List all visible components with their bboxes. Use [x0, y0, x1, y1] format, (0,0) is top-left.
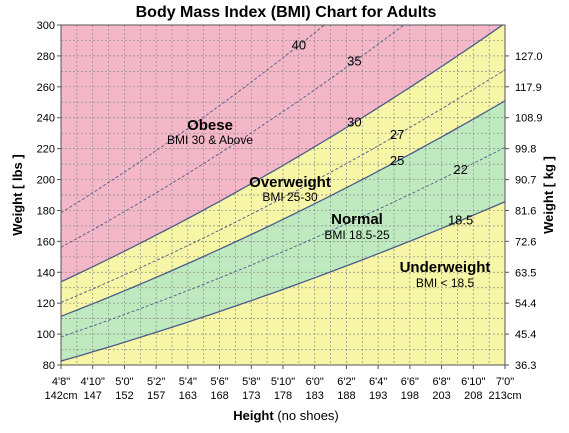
x-tick-label-cm: 193 — [369, 390, 387, 402]
zone-name-underweight: Underweight — [400, 259, 491, 276]
series-label-22: 22 — [453, 162, 467, 177]
bmi-line-35 — [61, 25, 405, 248]
x-axis-title-note: (no shoes) — [277, 408, 338, 423]
zone-desc-obese: BMI 30 & Above — [167, 133, 253, 147]
y-axis-lbs: 80 100 120 140 160 180 200 220 240 260 280 300 — [37, 20, 61, 372]
x-tick-label-feet: 7'0" — [496, 376, 514, 388]
x-axis-title: Height (no shoes) — [233, 408, 339, 423]
x-tick-label-cm: 188 — [337, 390, 355, 402]
bmi-line-40 — [61, 25, 326, 214]
y-tick-label-kg: 81.6 — [515, 205, 536, 217]
y-tick-label-lbs: 180 — [37, 205, 55, 217]
x-tick-label-feet: 5'8" — [242, 376, 260, 388]
x-tick-label-feet: 5'0" — [115, 376, 133, 388]
x-tick-label-feet: 5'4" — [179, 376, 197, 388]
y-tick-label-lbs: 120 — [37, 298, 55, 310]
bmi-line-27 — [61, 69, 505, 303]
x-tick-label-cm: 163 — [179, 390, 197, 402]
y-axis-title-lbs: Weight [ lbs ] — [10, 154, 25, 235]
y-tick-label-kg: 99.8 — [515, 144, 536, 156]
y-axis-title-kg: Weight [ kg ] — [541, 156, 556, 234]
x-tick-label-feet: 6'0" — [306, 376, 324, 388]
x-tick-label-cm: 173 — [242, 390, 260, 402]
x-tick-label-feet: 4'8" — [52, 376, 70, 388]
y-tick-label-lbs: 200 — [37, 175, 55, 187]
y-tick-label-lbs: 240 — [37, 113, 55, 125]
y-tick-label-lbs: 280 — [37, 51, 55, 63]
y-tick-label-lbs: 140 — [37, 267, 55, 279]
series-label-27: 27 — [390, 127, 404, 142]
x-tick-label-feet: 4'10" — [81, 376, 105, 388]
y-tick-label-lbs: 300 — [37, 20, 55, 32]
y-tick-label-kg: 108.9 — [515, 113, 543, 125]
x-tick-label-feet: 6'8" — [432, 376, 450, 388]
x-tick-label-feet: 6'10" — [461, 376, 485, 388]
series-label-35: 35 — [347, 54, 361, 69]
zone-desc-underweight: BMI < 18.5 — [416, 276, 475, 290]
x-tick-label-cm: 208 — [464, 390, 482, 402]
x-tick-label-feet: 5'10" — [271, 376, 295, 388]
y-tick-label-kg: 72.6 — [515, 236, 536, 248]
x-tick-label-feet: 5'6" — [210, 376, 228, 388]
x-tick-label-cm: 183 — [306, 390, 324, 402]
y-tick-label-lbs: 220 — [37, 144, 55, 156]
y-tick-label-lbs: 160 — [37, 236, 55, 248]
y-axis-kg: 36.3 45.4 54.4 63.5 72.6 81.6 90.7 99.8 108.9 117… — [505, 51, 543, 372]
bmi-line-22 — [61, 146, 505, 338]
series-label-30: 30 — [347, 115, 361, 130]
zone-underweight — [61, 201, 505, 365]
y-tick-label-kg: 54.4 — [515, 298, 536, 310]
x-tick-label-feet: 5'2" — [147, 376, 165, 388]
zone-desc-normal: BMI 18.5-25 — [324, 228, 390, 242]
y-tick-label-lbs: 260 — [37, 82, 55, 94]
x-tick-label-feet: 6'6" — [401, 376, 419, 388]
y-tick-label-kg: 63.5 — [515, 267, 536, 279]
y-tick-label-kg: 117.9 — [515, 82, 542, 94]
y-tick-label-kg: 45.4 — [515, 329, 536, 341]
x-tick-label-cm: 198 — [401, 390, 419, 402]
bmi-line-18-5 — [61, 201, 505, 362]
y-tick-label-kg: 36.3 — [515, 360, 536, 372]
x-tick-label-cm: 147 — [84, 390, 102, 402]
zone-name-normal: Normal — [331, 211, 383, 228]
x-tick-label-cm: 152 — [115, 390, 133, 402]
x-tick-label-feet: 6'4" — [369, 376, 387, 388]
zone-desc-overweight: BMI 25-30 — [262, 190, 318, 204]
x-tick-label-cm: 178 — [274, 390, 292, 402]
chart-title: Body Mass Index (BMI) Chart for Adults — [136, 4, 437, 21]
x-axis-title-main: Height — [233, 408, 274, 423]
y-tick-label-lbs: 80 — [43, 360, 55, 372]
y-tick-label-lbs: 100 — [37, 329, 55, 341]
bmi-line-30 — [61, 25, 504, 283]
y-tick-label-kg: 127.0 — [515, 51, 543, 63]
x-axis: 4'8" 142cm 4'10" 147 5'0" 152 5'2" 157 5'4" 163 5'… — [44, 365, 522, 402]
series-label-40: 40 — [292, 37, 306, 52]
series-label-18-5: 18.5 — [448, 212, 473, 227]
y-tick-label-kg: 90.7 — [515, 175, 536, 187]
series-label-25: 25 — [390, 153, 404, 168]
x-tick-label-cm: 157 — [147, 390, 165, 402]
zone-name-obese: Obese — [187, 117, 233, 134]
x-tick-label-cm: 203 — [432, 390, 450, 402]
zone-name-overweight: Overweight — [249, 174, 331, 191]
bmi-line-25 — [61, 100, 505, 317]
x-tick-label-cm: 168 — [210, 390, 228, 402]
x-tick-label-feet: 6'2" — [337, 376, 355, 388]
x-tick-label-cm: 142cm — [44, 390, 77, 402]
bmi-lines — [61, 25, 505, 362]
x-tick-label-cm: 213cm — [488, 390, 521, 402]
series-labels: 18.5 22 25 27 30 35 40 — [292, 37, 474, 227]
